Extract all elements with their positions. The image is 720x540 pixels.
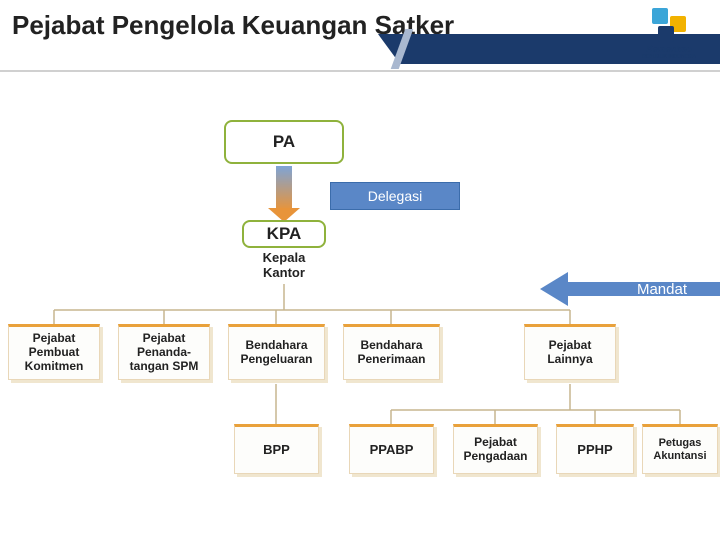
diagram-canvas: Delegasi Mandat PA KPA Kepala Kantor Pej… — [0, 72, 720, 540]
node-pphp: PPHP — [556, 424, 634, 474]
node-bendahara-penerimaan: BendaharaPenerimaan — [343, 324, 440, 380]
node-bpp: BPP — [234, 424, 319, 474]
node-ppspm: PejabatPenanda-tangan SPM — [118, 324, 210, 380]
node-petugas-akuntansi: PetugasAkuntansi — [642, 424, 718, 474]
node-ppengadaan-label: PejabatPengadaan — [463, 436, 527, 464]
node-ppabp-label: PPABP — [370, 443, 414, 458]
node-ppabp: PPABP — [349, 424, 434, 474]
node-pejabat-lainnya: PejabatLainnya — [524, 324, 616, 380]
node-kpa: KPA — [242, 220, 326, 248]
mandat-label: Mandat — [612, 277, 712, 301]
node-pejabat-pengadaan: PejabatPengadaan — [453, 424, 538, 474]
mandat-text: Mandat — [637, 281, 687, 298]
node-bendahara-pengeluaran: BendaharaPengeluaran — [228, 324, 325, 380]
node-ppk-label: PejabatPembuatKomitmen — [25, 332, 84, 373]
node-pphp-label: PPHP — [577, 443, 612, 458]
arrow-pa-to-kpa — [268, 166, 300, 222]
header: Pejabat Pengelola Keuangan Satker Kemenk… — [0, 0, 720, 72]
node-kpa-subtitle: Kepala Kantor — [246, 250, 322, 280]
node-plain-label: PejabatLainnya — [547, 339, 592, 367]
node-ppk: PejabatPembuatKomitmen — [8, 324, 100, 380]
node-kpa-label: KPA — [267, 224, 302, 244]
node-bpeng-label: BendaharaPengeluaran — [240, 339, 312, 367]
node-pakuntansi-label: PetugasAkuntansi — [653, 437, 706, 462]
logo-text: Kemenkeu — [642, 44, 696, 54]
node-bpener-label: BendaharaPenerimaan — [357, 339, 425, 367]
node-bpp-label: BPP — [263, 443, 290, 458]
kpa-sub-line1: Kepala — [263, 250, 306, 265]
node-pa-label: PA — [273, 132, 295, 152]
logo-subtext: REPUBLIK INDONESIA — [642, 54, 696, 60]
delegasi-text: Delegasi — [368, 188, 422, 204]
logo-icon — [652, 8, 686, 42]
kpa-sub-line2: Kantor — [263, 265, 305, 280]
node-ppspm-label: PejabatPenanda-tangan SPM — [130, 332, 199, 373]
logo: Kemenkeu REPUBLIK INDONESIA — [642, 8, 696, 60]
node-pa: PA — [224, 120, 344, 164]
delegasi-label: Delegasi — [330, 182, 460, 210]
